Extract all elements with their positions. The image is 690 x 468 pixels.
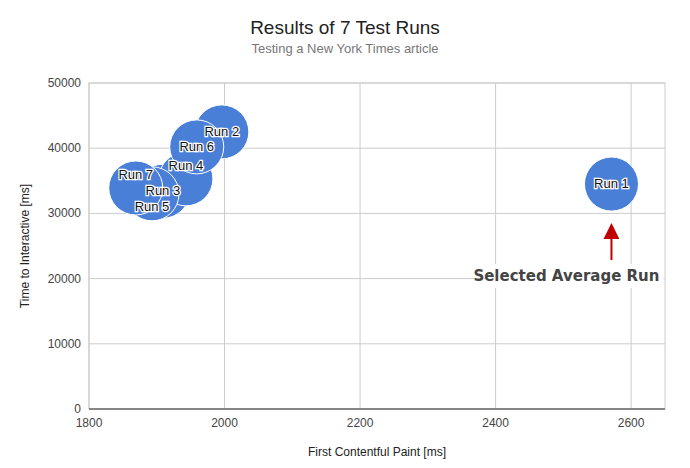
x-tick-label: 2600 bbox=[618, 416, 645, 430]
annotation-arrow bbox=[610, 231, 612, 260]
y-tick-label: 30000 bbox=[48, 206, 82, 220]
bubble bbox=[584, 157, 638, 211]
x-tick-label: 2200 bbox=[347, 416, 374, 430]
subtitle: Testing a New York Times article bbox=[251, 41, 438, 56]
point-label: Run 7 bbox=[118, 167, 153, 182]
point-label: Run 6 bbox=[179, 139, 214, 154]
x-grid-line bbox=[631, 83, 632, 409]
x-tick-label: 2400 bbox=[482, 416, 509, 430]
y-tick-label: 40000 bbox=[48, 141, 82, 155]
plot-frame bbox=[89, 83, 665, 409]
y-grid-line bbox=[89, 409, 665, 410]
y-tick-label: 20000 bbox=[48, 272, 82, 286]
annotation: Selected Average Run bbox=[473, 267, 659, 285]
point-label: Run 4 bbox=[169, 158, 204, 173]
y-axis-label: Time to Interactive [ms] bbox=[18, 184, 32, 308]
point-label: Run 2 bbox=[204, 124, 239, 139]
point-label: Run 5 bbox=[135, 199, 170, 214]
y-tick-label: 50000 bbox=[48, 76, 82, 90]
x-tick-label: 2000 bbox=[211, 416, 238, 430]
x-grid-line bbox=[360, 83, 361, 409]
point-label: Run 3 bbox=[146, 183, 181, 198]
points bbox=[109, 105, 639, 221]
x-grid-line bbox=[495, 83, 496, 409]
y-tick-label: 10000 bbox=[48, 337, 82, 351]
x-axis-line bbox=[89, 409, 665, 410]
y-grid-line bbox=[89, 343, 665, 344]
point-label: Run 1 bbox=[594, 176, 629, 191]
title: Results of 7 Test Runs bbox=[250, 17, 440, 38]
x-tick-label: 1800 bbox=[76, 416, 103, 430]
x-axis-label: First Contentful Paint [ms] bbox=[308, 445, 446, 459]
y-tick-label: 0 bbox=[74, 402, 81, 416]
chart: Results of 7 Test Runs Testing a New York… bbox=[0, 0, 690, 468]
